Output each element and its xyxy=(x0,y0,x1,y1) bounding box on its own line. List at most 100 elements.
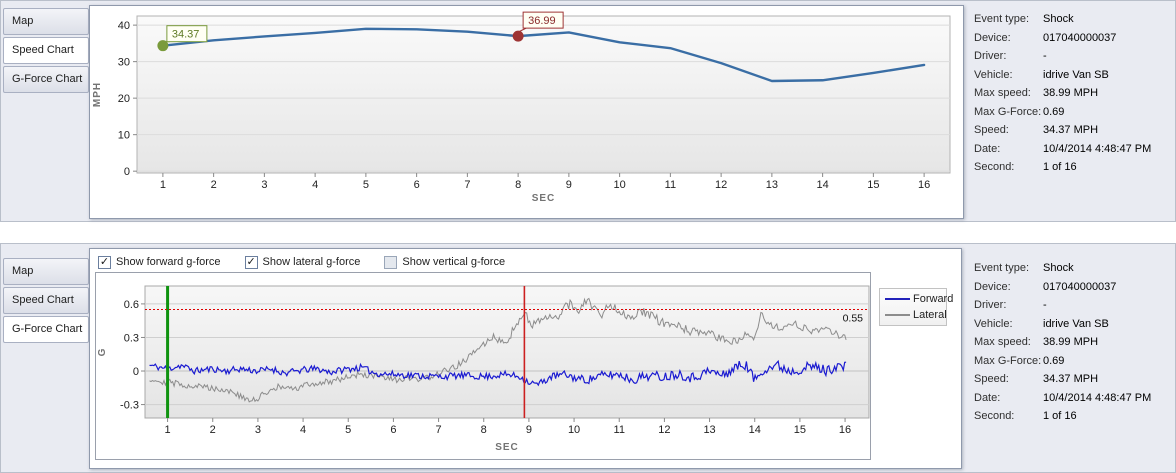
x-tick-label: 10 xyxy=(568,424,580,436)
speed-panel-tabs: Map Speed Chart G-Force Chart xyxy=(3,8,89,93)
event-info-label: Second: xyxy=(974,410,1015,423)
event-info-row-speed: Speed: 34.37 MPH xyxy=(974,121,1176,140)
x-tick-label: 2 xyxy=(210,424,216,436)
x-axis-title: SEC xyxy=(495,442,519,453)
speed-line xyxy=(161,27,926,83)
y-tick-label: 0 xyxy=(133,366,139,378)
x-tick-label: 1 xyxy=(160,179,166,191)
x-tick-label: 5 xyxy=(345,424,351,436)
event-info-label: Device: xyxy=(974,280,1011,293)
x-tick-label: 3 xyxy=(261,179,267,191)
checkbox-show-forward-g-force[interactable]: ✓ Show forward g-force xyxy=(98,255,221,269)
x-tick-label: 15 xyxy=(794,424,806,436)
event-info-label: Date: xyxy=(974,142,1001,155)
event-info-label: Vehicle: xyxy=(974,317,1013,330)
event-info-value: 10/4/2014 4:48:47 PM xyxy=(1043,391,1152,404)
x-tick-label: 6 xyxy=(414,179,420,191)
event-info-label: Device: xyxy=(974,31,1011,44)
event-info-value: 017040000037 xyxy=(1043,280,1117,293)
event-info-label: Event type: xyxy=(974,262,1030,275)
checkbox-box-show-lateral-g-force: ✓ xyxy=(244,255,258,269)
event-info-label: Max G-Force: xyxy=(974,354,1042,367)
tab-speed-chart[interactable]: Speed Chart xyxy=(3,37,89,64)
x-tick-label: 14 xyxy=(749,424,761,436)
event-info-row-speed: Speed: 34.37 MPH xyxy=(974,370,1176,389)
checkbox-show-lateral-g-force[interactable]: ✓ Show lateral g-force xyxy=(244,255,360,269)
x-tick-label: 4 xyxy=(300,424,306,436)
tab-map[interactable]: Map xyxy=(3,258,89,285)
x-tick-label: 14 xyxy=(816,179,828,191)
event-info-row-date: Date: 10/4/2014 4:48:47 PM xyxy=(974,140,1176,159)
event-info-value: 1 of 16 xyxy=(1043,410,1077,423)
legend: Forward Lateral xyxy=(879,288,953,326)
x-tick-label: 1 xyxy=(165,424,171,436)
x-tick-label: 7 xyxy=(464,179,470,191)
event-info-row-second: Second: 1 of 16 xyxy=(974,158,1176,177)
x-tick-label: 16 xyxy=(839,424,851,436)
y-axis-title: MPH xyxy=(92,82,103,107)
event-info-row-event-type: Event type: Shock xyxy=(974,10,1176,29)
y-tick-label: 40 xyxy=(118,20,130,32)
gforce-chart-container: ✓ Show forward g-force ✓ Show lateral g-for… xyxy=(89,248,962,469)
legend-item-forward: Forward xyxy=(885,293,953,305)
speed-plot-area xyxy=(136,15,951,174)
event-info-row-driver: Driver: - xyxy=(974,296,1176,315)
checkbox-show-vertical-g-force[interactable]: Show vertical g-force xyxy=(384,255,506,269)
marker-label-box xyxy=(522,11,564,29)
x-tick-label: 8 xyxy=(481,424,487,436)
gforce-panel-tabs: Map Speed Chart G-Force Chart xyxy=(3,258,89,343)
legend-line-sample xyxy=(885,314,910,316)
event-info-row-event-type: Event type: Shock xyxy=(974,259,1176,278)
tab-speed-chart[interactable]: Speed Chart xyxy=(3,287,89,314)
marker-label: 34.37 xyxy=(172,29,200,41)
y-tick-label: 30 xyxy=(118,57,130,69)
event-info-value: 34.37 MPH xyxy=(1043,124,1099,137)
speed-chart-container: 0 10 20 30 40 1 2 3 4 5 6 7 8 9 10 11 12 13 14 15 16 SEC MPH 34… xyxy=(89,5,964,219)
gforce-chart[interactable]: -0.300.30.61 2 3 4 5 6 7 8 9 10 11 12 13 14 15 16SECG0.… xyxy=(96,273,870,459)
event-info-label: Max speed: xyxy=(974,87,1031,100)
marker-label-box xyxy=(166,25,208,43)
event-info-value: 10/4/2014 4:48:47 PM xyxy=(1043,142,1152,155)
event-info-label: Driver: xyxy=(974,299,1007,312)
gforce-checkbox-row: ✓ Show forward g-force ✓ Show lateral g-for… xyxy=(98,251,505,273)
checkbox-box-show-vertical-g-force xyxy=(384,255,398,269)
marker-point[interactable] xyxy=(512,30,524,42)
tab-map[interactable]: Map xyxy=(3,8,89,35)
event-info-value: - xyxy=(1043,50,1047,63)
legend-item-lateral: Lateral xyxy=(885,309,947,321)
marker-point[interactable] xyxy=(157,40,169,52)
x-tick-label: 15 xyxy=(867,179,879,191)
x-tick-label: 7 xyxy=(436,424,442,436)
event-info-row-date: Date: 10/4/2014 4:48:47 PM xyxy=(974,389,1176,408)
gforce-plot-box: -0.3 0 0.3 0.6 1 2 3 4 5 6 7 8 9 10 11 12 13 14 15 16 SEC G 0.… xyxy=(95,272,871,460)
x-tick-label: 13 xyxy=(766,179,778,191)
x-tick-label: 3 xyxy=(255,424,261,436)
x-tick-label: 16 xyxy=(918,179,930,191)
marker-label: 36.99 xyxy=(528,15,556,27)
event-info-label: Date: xyxy=(974,391,1001,404)
event-info-label: Event type: xyxy=(974,13,1030,26)
event-info-row-max-speed: Max speed: 38.99 MPH xyxy=(974,333,1176,352)
event-info-value: Shock xyxy=(1043,13,1074,26)
checkbox-label: Show vertical g-force xyxy=(402,256,506,268)
y-tick-label: -0.3 xyxy=(120,400,139,412)
checkbox-label: Show forward g-force xyxy=(116,256,221,268)
event-info-value: 1 of 16 xyxy=(1043,161,1077,174)
event-info-value: idrive Van SB xyxy=(1043,68,1109,81)
tab-g-force-chart[interactable]: G-Force Chart xyxy=(3,66,89,93)
event-info-label: Speed: xyxy=(974,124,1009,137)
tab-g-force-chart[interactable]: G-Force Chart xyxy=(3,316,89,343)
forward-gforce-line xyxy=(149,359,847,387)
x-tick-label: 9 xyxy=(526,424,532,436)
legend-label: Forward xyxy=(913,293,954,305)
event-info-label: Driver: xyxy=(974,50,1007,63)
y-tick-label: 10 xyxy=(118,130,130,142)
y-tick-label: 0.3 xyxy=(124,332,139,344)
x-tick-label: 11 xyxy=(665,179,676,191)
x-tick-label: 12 xyxy=(658,424,670,436)
event-info-panel: Event type: Shock Device: 017040000037 Drive… xyxy=(964,1,1176,221)
legend-label: Lateral xyxy=(913,309,947,321)
event-info-row-second: Second: 1 of 16 xyxy=(974,407,1176,426)
event-info-panel: Event type: Shock Device: 017040000037 Drive… xyxy=(964,244,1176,472)
